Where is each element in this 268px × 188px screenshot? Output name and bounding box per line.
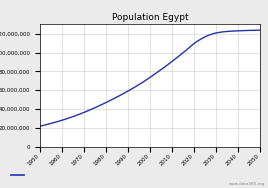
Title: Population Egypt: Population Egypt [112, 13, 188, 22]
Text: www.data360.org: www.data360.org [229, 182, 265, 186]
